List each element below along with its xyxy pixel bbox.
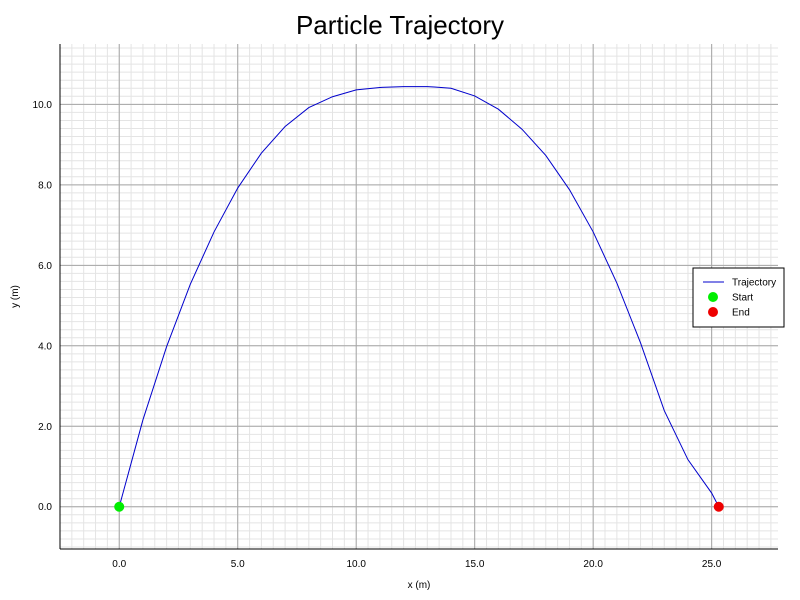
y-tick-label: 6.0 [38,261,52,272]
x-axis-label: x (m) [408,580,431,591]
x-tick-label: 20.0 [583,559,603,570]
x-tick-label: 5.0 [231,559,245,570]
y-tick-label: 4.0 [38,341,52,352]
chart-title: Particle Trajectory [295,10,505,40]
y-tick-label: 8.0 [38,180,52,191]
legend-entry-label: Start [732,293,753,304]
end-marker [713,501,724,512]
trajectory-line [118,86,720,507]
legend-entry-label: End [732,308,750,319]
y-tick-label: 0.0 [38,502,52,513]
major-grid [60,44,778,549]
x-tick-label: 10.0 [346,559,366,570]
legend: Trajectory Start End [692,267,785,328]
minor-grid [59,44,778,549]
legend-marker-swatch [708,307,718,317]
y-tick-label: 2.0 [38,422,52,433]
y-axis-label: y (m) [10,285,21,308]
x-tick-label: 0.0 [112,559,126,570]
series-layer [114,86,724,512]
legend-marker-swatch [708,292,718,302]
legend-entry-label: Trajectory [732,278,776,289]
y-tick-label: 10.0 [33,100,53,111]
x-tick-label: 25.0 [702,559,722,570]
axes [59,44,778,550]
start-marker [114,501,125,512]
tick-labels: 0.0 5.0 10.0 15.0 20.0 25.0 0.0 2.0 4.0 6.0 8.0 10.… [33,100,722,570]
x-tick-label: 15.0 [465,559,485,570]
